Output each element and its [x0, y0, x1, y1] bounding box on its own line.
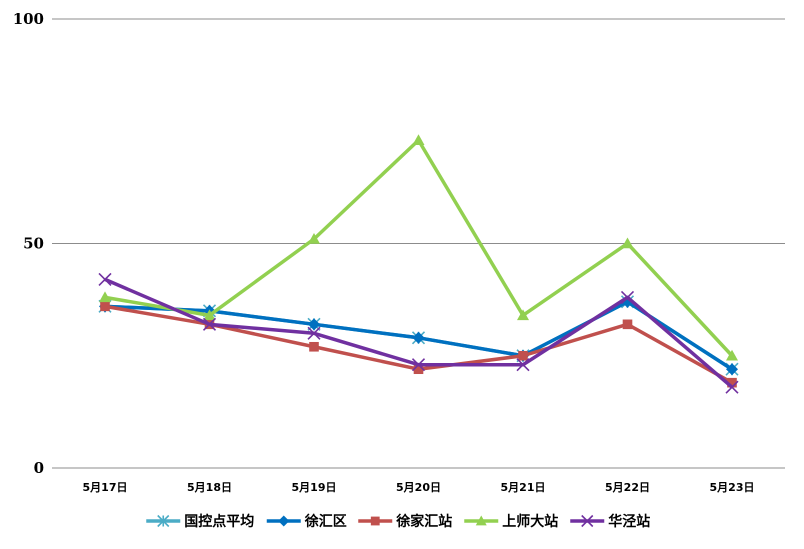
x-tick-label: 5月23日 [710, 481, 755, 494]
x-tick-label: 5月22日 [605, 481, 650, 494]
data-point [581, 514, 594, 528]
x-tick-label: 5月19日 [292, 481, 337, 494]
data-point [413, 364, 424, 375]
legend-item: 国控点平均 [146, 513, 254, 530]
data-point [308, 233, 320, 244]
x-tick-label: 5月17日 [83, 481, 128, 494]
legend-item: 徐汇区 [266, 513, 347, 530]
x-tick-label: 5月18日 [187, 481, 232, 494]
data-point [203, 309, 216, 321]
data-point [516, 358, 530, 372]
data-point [622, 319, 633, 330]
data-point [99, 291, 111, 303]
data-point [475, 515, 487, 526]
legend: 国控点平均 徐汇区 徐家汇站 上师大站 华泾站 [146, 513, 650, 530]
legend-label: 徐汇区 [304, 513, 347, 530]
data-point [412, 134, 425, 146]
x-tick-label: 5月20日 [396, 481, 441, 494]
data-point [727, 377, 737, 388]
data-point [518, 350, 528, 361]
data-point [726, 363, 738, 376]
legend-item: 徐家汇站 [358, 513, 452, 530]
data-point [725, 380, 739, 394]
data-point [309, 341, 319, 352]
data-point [308, 318, 320, 331]
legend-label: 上师大站 [502, 513, 558, 530]
data-point [278, 515, 290, 527]
legend-label: 国控点平均 [184, 513, 254, 530]
data-point [411, 358, 426, 372]
data-point [202, 317, 217, 331]
data-point [157, 514, 170, 528]
legend-label: 华泾站 [608, 513, 650, 530]
legend-item: 上师大站 [464, 513, 558, 530]
data-point [620, 290, 635, 304]
series-华泾站 [98, 272, 739, 394]
data-point [517, 309, 529, 321]
y-tick-label: 0 [34, 459, 44, 477]
y-tick-label: 50 [23, 235, 44, 253]
legend-label: 徐家汇站 [395, 513, 452, 530]
data-point [726, 349, 738, 361]
series-上师大站 [99, 134, 738, 361]
data-point [307, 326, 321, 340]
data-point [412, 331, 425, 344]
data-point [100, 301, 110, 312]
data-point [621, 237, 634, 249]
legend-item: 华泾站 [570, 513, 650, 530]
data-point [370, 516, 380, 526]
data-point [98, 272, 112, 286]
x-tick-label: 5月21日 [501, 481, 546, 494]
y-tick-label: 100 [13, 10, 44, 28]
